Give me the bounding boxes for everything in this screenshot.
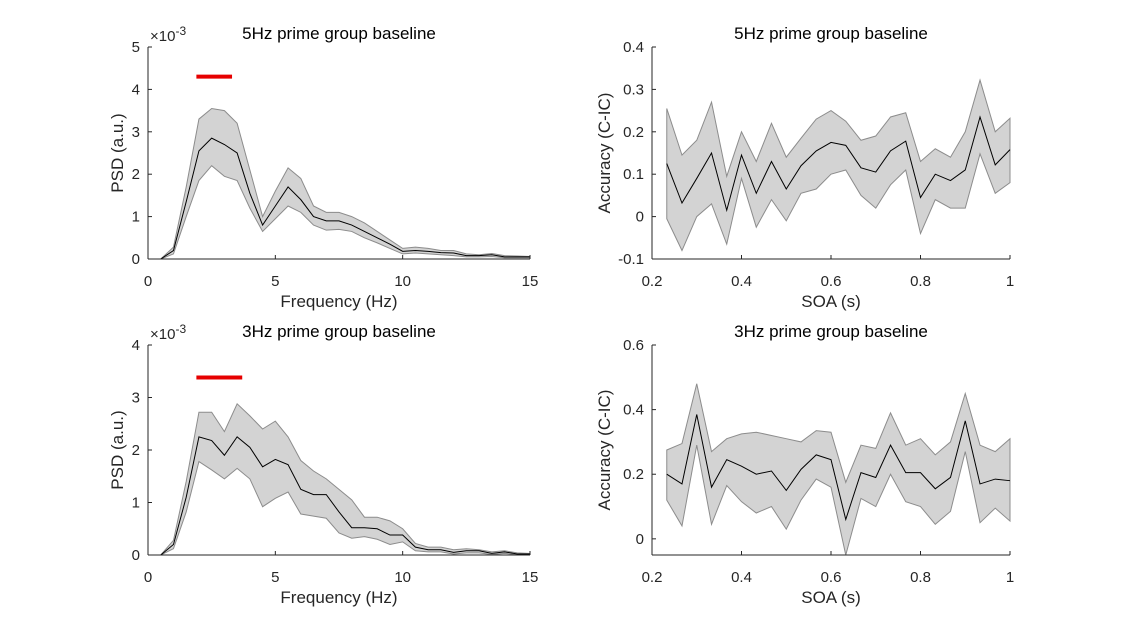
exponent-base: ×10	[150, 326, 175, 343]
x-tick-label: 0.6	[821, 569, 842, 586]
x-tick-label: 0	[144, 569, 152, 586]
chart-title: 3Hz prime group baseline	[242, 322, 436, 341]
y-tick-label: 5	[132, 39, 140, 56]
error-band	[666, 78, 1011, 252]
y-tick-label: 0.2	[623, 124, 644, 141]
y-tick-label: 0	[132, 251, 140, 268]
error-band	[160, 107, 531, 260]
x-tick-label: 15	[522, 273, 539, 290]
y-tick-label: 0.3	[623, 81, 644, 98]
y-axis-label: PSD (a.u.)	[108, 410, 127, 489]
x-tick-label: 0.2	[642, 569, 663, 586]
y-tick-label: 3	[132, 124, 140, 141]
x-axis-label: Frequency (Hz)	[280, 588, 397, 607]
x-tick-label: 0.8	[910, 273, 931, 290]
y-axis-label: Accuracy (C-IC)	[595, 390, 614, 511]
y-tick-label: 0	[636, 209, 644, 226]
y-tick-label: 2	[132, 442, 140, 459]
x-tick-label: 0.2	[642, 273, 663, 290]
x-tick-label: 10	[394, 273, 411, 290]
y-axis-label: PSD (a.u.)	[108, 113, 127, 192]
mean-line	[160, 436, 530, 556]
mean-line	[666, 414, 1011, 522]
y-axis-label: Accuracy (C-IC)	[595, 93, 614, 214]
x-axis-label: SOA (s)	[801, 588, 861, 607]
accuracy-plot-3hz-group: 0.2 0.4 0.6 0.8 1 0 0.2 0.4 0.6 3Hz prime group b…	[595, 322, 1014, 607]
x-tick-label: 15	[522, 569, 539, 586]
exponent-base: ×10	[150, 28, 175, 45]
y-tick-label: 0.2	[623, 466, 644, 483]
x-tick-label: 5	[271, 569, 279, 586]
y-tick-label: 0.6	[623, 337, 644, 354]
x-tick-label: 5	[271, 273, 279, 290]
y-tick-label: 1	[132, 495, 140, 512]
error-band	[666, 383, 1011, 556]
x-tick-label: 0.6	[821, 273, 842, 290]
chart-title: 5Hz prime group baseline	[734, 24, 928, 43]
y-tick-label: 0.4	[623, 39, 644, 56]
x-tick-label: 0.4	[731, 569, 752, 586]
x-tick-label: 0.4	[731, 273, 752, 290]
accuracy-plot-5hz-group: 0.2 0.4 0.6 0.8 1 -0.1 0 0.1 0.2 0.3 0.4 5Hz prime …	[595, 24, 1014, 311]
y-tick-label: 0.4	[623, 402, 644, 419]
exponent-label: ×10-3	[150, 322, 186, 343]
exponent-power: -3	[175, 24, 186, 38]
x-axis-label: SOA (s)	[801, 292, 861, 311]
psd-plot-5hz-group: 0 5 10 15 0 1 2 3 4 5 5Hz prime group baseline Freq…	[108, 24, 538, 311]
x-tick-label: 1	[1006, 569, 1014, 586]
error-band	[160, 402, 531, 556]
y-tick-label: 3	[132, 390, 140, 407]
x-axis-label: Frequency (Hz)	[280, 292, 397, 311]
chart-title: 3Hz prime group baseline	[734, 322, 928, 341]
x-tick-label: 0.8	[910, 569, 931, 586]
y-tick-label: -0.1	[618, 251, 644, 268]
y-tick-label: 4	[132, 81, 140, 98]
y-tick-label: 1	[132, 209, 140, 226]
x-tick-label: 0	[144, 273, 152, 290]
exponent-power: -3	[175, 322, 186, 336]
y-tick-label: 2	[132, 166, 140, 183]
exponent-label: ×10-3	[150, 24, 186, 45]
y-tick-label: 0	[132, 547, 140, 564]
chart-title: 5Hz prime group baseline	[242, 24, 436, 43]
x-tick-label: 1	[1006, 273, 1014, 290]
psd-plot-3hz-group: 0 5 10 15 0 1 2 3 4 3Hz prime group baseline Frequ…	[108, 322, 538, 607]
x-tick-label: 10	[394, 569, 411, 586]
mean-line	[666, 115, 1011, 213]
y-tick-label: 0.1	[623, 166, 644, 183]
y-tick-label: 4	[132, 337, 140, 354]
y-tick-label: 0	[636, 531, 644, 548]
mean-line	[160, 137, 530, 260]
